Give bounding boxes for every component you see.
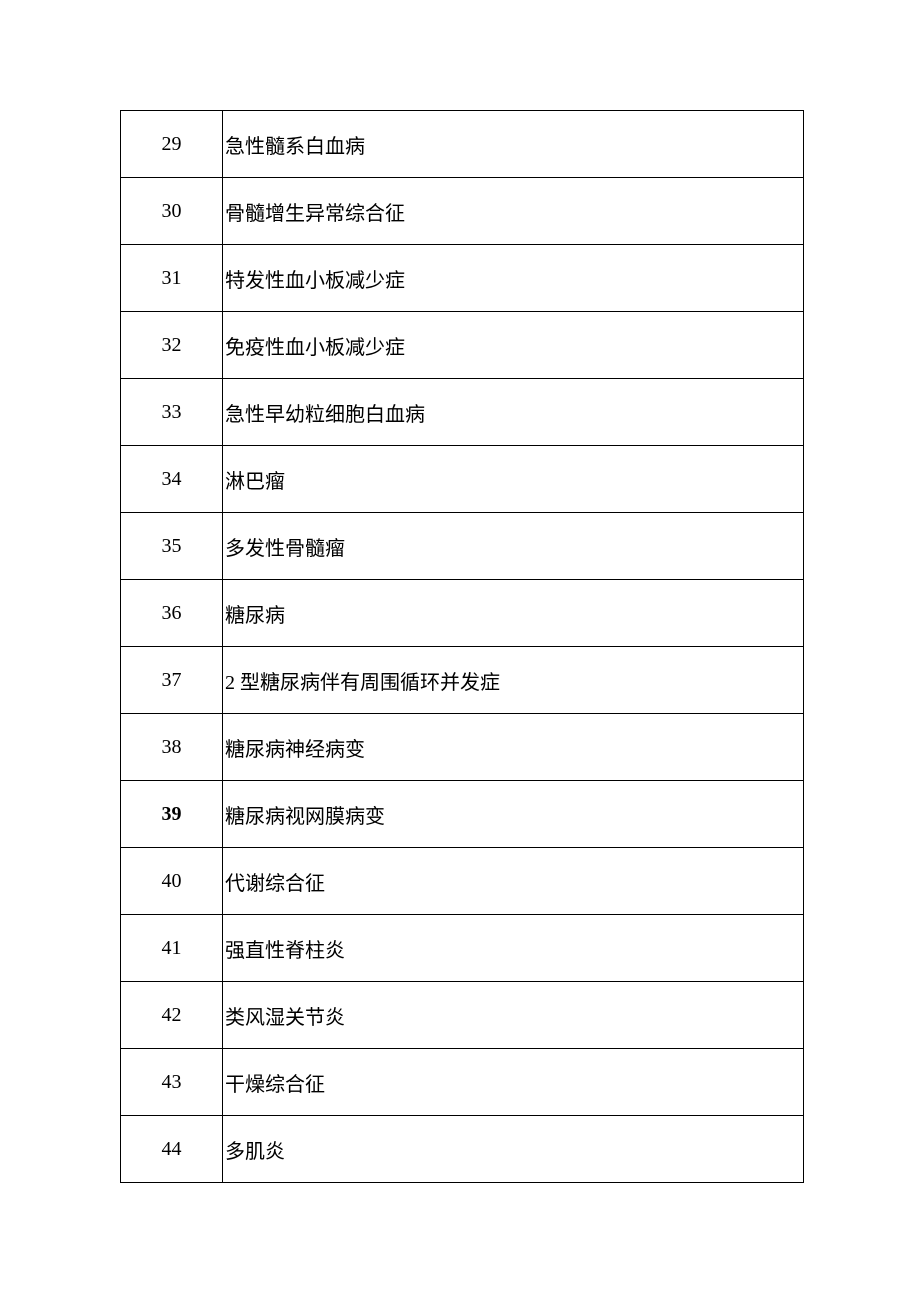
- table-row: 35多发性骨髓瘤: [121, 513, 804, 580]
- row-name: 急性髓系白血病: [223, 111, 804, 178]
- row-name: 糖尿病视网膜病变: [223, 781, 804, 848]
- row-name: 多肌炎: [223, 1116, 804, 1183]
- row-number: 42: [121, 982, 223, 1049]
- row-name: 糖尿病神经病变: [223, 714, 804, 781]
- row-name: 淋巴瘤: [223, 446, 804, 513]
- row-name: 代谢综合征: [223, 848, 804, 915]
- table-row: 372 型糖尿病伴有周围循环并发症: [121, 647, 804, 714]
- row-number: 35: [121, 513, 223, 580]
- row-number: 44: [121, 1116, 223, 1183]
- row-number: 39: [121, 781, 223, 848]
- row-number: 37: [121, 647, 223, 714]
- row-name: 免疫性血小板减少症: [223, 312, 804, 379]
- row-name: 强直性脊柱炎: [223, 915, 804, 982]
- row-number: 31: [121, 245, 223, 312]
- row-name: 类风湿关节炎: [223, 982, 804, 1049]
- row-name: 急性早幼粒细胞白血病: [223, 379, 804, 446]
- row-number: 40: [121, 848, 223, 915]
- table-row: 42类风湿关节炎: [121, 982, 804, 1049]
- row-number: 43: [121, 1049, 223, 1116]
- table-row: 41强直性脊柱炎: [121, 915, 804, 982]
- row-number: 41: [121, 915, 223, 982]
- table-row: 36糖尿病: [121, 580, 804, 647]
- row-number: 30: [121, 178, 223, 245]
- row-name: 2 型糖尿病伴有周围循环并发症: [223, 647, 804, 714]
- row-number: 36: [121, 580, 223, 647]
- row-name: 干燥综合征: [223, 1049, 804, 1116]
- table-row: 30骨髓增生异常综合征: [121, 178, 804, 245]
- table-row: 29急性髓系白血病: [121, 111, 804, 178]
- row-number: 29: [121, 111, 223, 178]
- table-row: 32免疫性血小板减少症: [121, 312, 804, 379]
- row-name: 特发性血小板减少症: [223, 245, 804, 312]
- disease-table: 29急性髓系白血病30骨髓增生异常综合征31特发性血小板减少症32免疫性血小板减…: [120, 110, 804, 1183]
- table-row: 44多肌炎: [121, 1116, 804, 1183]
- row-number: 38: [121, 714, 223, 781]
- table-row: 39糖尿病视网膜病变: [121, 781, 804, 848]
- table-row: 38糖尿病神经病变: [121, 714, 804, 781]
- table-row: 33急性早幼粒细胞白血病: [121, 379, 804, 446]
- row-name: 骨髓增生异常综合征: [223, 178, 804, 245]
- row-name: 糖尿病: [223, 580, 804, 647]
- row-name: 多发性骨髓瘤: [223, 513, 804, 580]
- row-number: 33: [121, 379, 223, 446]
- table-row: 43干燥综合征: [121, 1049, 804, 1116]
- table-row: 40代谢综合征: [121, 848, 804, 915]
- row-number: 32: [121, 312, 223, 379]
- row-number: 34: [121, 446, 223, 513]
- table-row: 31特发性血小板减少症: [121, 245, 804, 312]
- table-body: 29急性髓系白血病30骨髓增生异常综合征31特发性血小板减少症32免疫性血小板减…: [121, 111, 804, 1183]
- table-row: 34淋巴瘤: [121, 446, 804, 513]
